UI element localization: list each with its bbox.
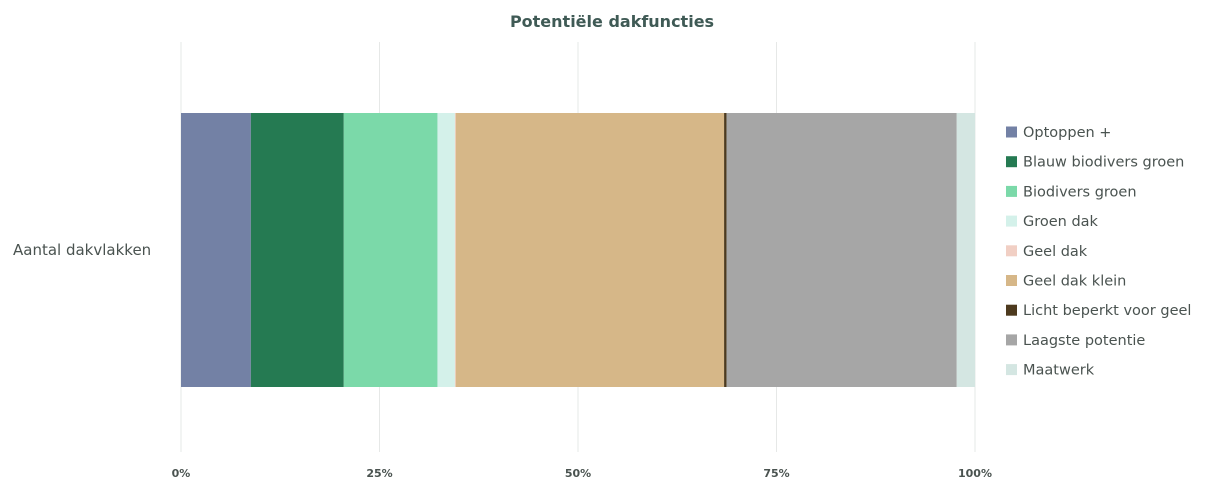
x-tick-label: 25%: [366, 467, 392, 480]
bar-segment[interactable]: [454, 113, 456, 387]
bar-segment[interactable]: [437, 113, 455, 387]
legend-label: Geel dak: [1023, 244, 1088, 260]
legend-label: Licht beperkt voor geel: [1023, 303, 1191, 319]
legend-swatch: [1006, 126, 1017, 138]
legend-label: Maatwerk: [1023, 363, 1095, 379]
legend-label: Blauw biodivers groen: [1023, 155, 1184, 171]
legend-swatch: [1006, 185, 1017, 197]
bar-segments: [181, 113, 975, 387]
category-labels: Aantal dakvlakken: [13, 241, 151, 259]
legend-item[interactable]: Blauw biodivers groen: [1006, 155, 1184, 171]
bar-segment[interactable]: [724, 113, 727, 387]
x-tick-label: 100%: [958, 467, 992, 480]
legend-swatch: [1006, 334, 1017, 346]
x-tick-label: 50%: [565, 467, 591, 480]
bar-segment[interactable]: [726, 113, 957, 387]
legend-item[interactable]: Geel dak: [1006, 244, 1088, 260]
legend-item[interactable]: Licht beperkt voor geel: [1006, 303, 1191, 319]
legend: Optoppen + Blauw biodivers groen Biodivers…: [1006, 125, 1191, 379]
bar-segment[interactable]: [343, 113, 438, 387]
legend-label: Groen dak: [1023, 214, 1099, 230]
legend-label: Optoppen +: [1023, 125, 1111, 141]
category-label: Aantal dakvlakken: [13, 241, 151, 259]
bar-segment[interactable]: [956, 113, 975, 387]
legend-swatch: [1006, 275, 1017, 286]
legend-swatch: [1006, 215, 1017, 227]
x-tick-label: 0%: [172, 467, 191, 480]
legend-item[interactable]: Biodivers groen: [1006, 184, 1137, 200]
bar-segment[interactable]: [250, 113, 344, 387]
legend-label: Biodivers groen: [1023, 184, 1137, 200]
x-tick-label: 75%: [763, 467, 789, 480]
legend-item[interactable]: Maatwerk: [1006, 363, 1095, 379]
x-axis-ticks: 0% 25% 50% 75% 100%: [172, 467, 992, 480]
legend-label: Geel dak klein: [1023, 274, 1126, 290]
legend-swatch: [1006, 156, 1017, 168]
legend-item[interactable]: Groen dak: [1006, 214, 1099, 230]
legend-item[interactable]: Optoppen +: [1006, 125, 1111, 141]
bar-segment[interactable]: [181, 113, 251, 387]
legend-swatch: [1006, 304, 1017, 316]
legend-label: Laagste potentie: [1023, 333, 1145, 349]
chart-title: Potentiële dakfuncties: [510, 12, 714, 31]
legend-item[interactable]: Laagste potentie: [1006, 333, 1145, 349]
legend-swatch: [1006, 364, 1017, 376]
legend-swatch: [1006, 245, 1017, 257]
legend-item[interactable]: Geel dak klein: [1006, 274, 1126, 290]
bar-segment[interactable]: [455, 113, 725, 387]
